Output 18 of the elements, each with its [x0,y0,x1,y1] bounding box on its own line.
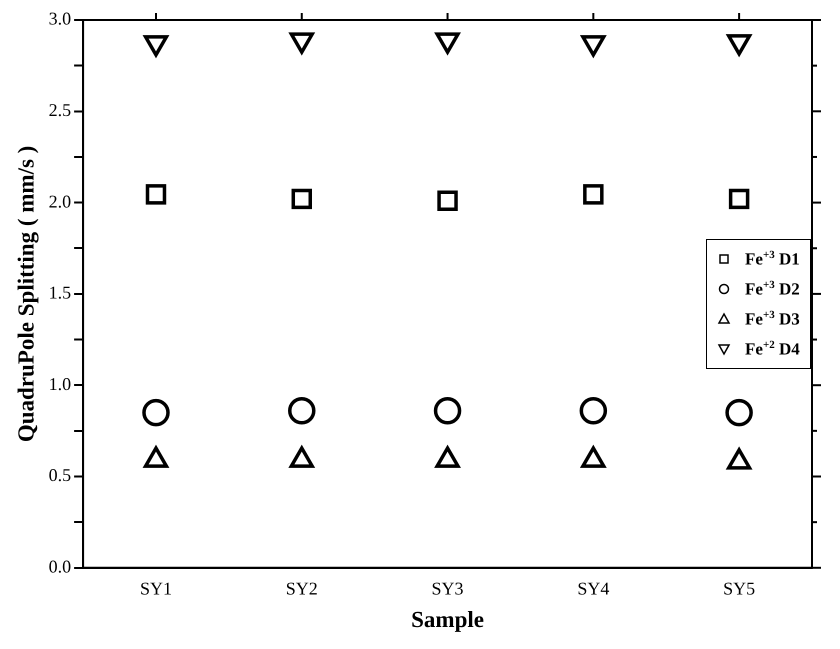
legend-label: Fe$^{+3}$ D3 [745,308,800,330]
x-tick-label: SY2 [286,578,318,598]
y-axis-title: QuadruPole Splitting ( mm/s ) [14,146,40,442]
y-tick-label: 3.0 [48,8,72,29]
legend-label: Fe$^{+2}$ D4 [745,338,800,360]
x-tick-label: SY4 [577,578,610,598]
x-tick-label: SY5 [723,578,756,598]
x-tick-label: SY1 [140,578,172,598]
y-tick-label: 2.0 [48,191,72,212]
x-axis-title: Sample [411,607,484,632]
y-tick-label: 1.5 [48,282,72,303]
legend-label: Fe$^{+3}$ D2 [745,278,800,300]
y-tick-label: 1.0 [48,374,72,394]
x-tick-label: SY3 [432,578,464,598]
y-tick-label: 0.5 [48,465,72,486]
y-tick-label: 0.0 [48,556,72,577]
y-tick-label: 2.5 [48,100,72,120]
legend-label: Fe$^{+3}$ D1 [745,248,800,270]
